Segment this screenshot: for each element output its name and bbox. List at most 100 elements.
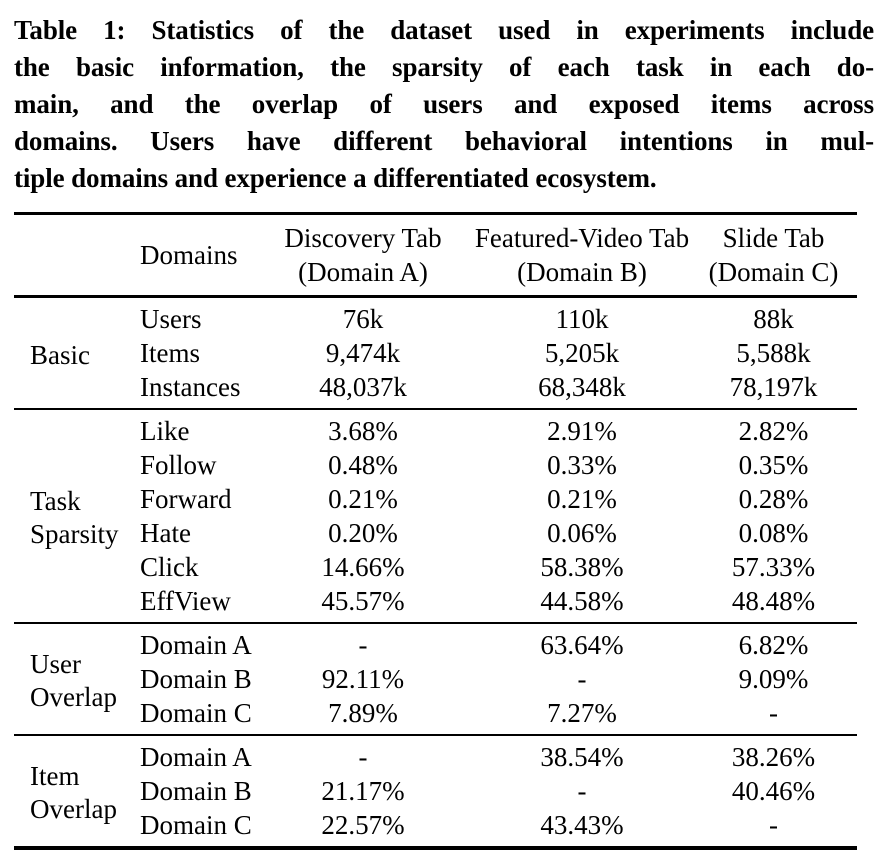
row-label: Instances — [140, 372, 241, 402]
value-cell: 5,205k — [544, 338, 620, 368]
value-cell: 2.82% — [738, 416, 809, 446]
value-cell: 48.48% — [731, 586, 816, 616]
table-row: Domain C 7.89% 7.27% - — [14, 696, 857, 735]
table-row: Click 14.66% 58.38% 57.33% — [14, 550, 857, 584]
section-item-overlap: Item Overlap Domain A - 38.54% 38.26% Do… — [14, 735, 857, 848]
table-row: Instances 48,037k 68,348k 78,197k — [14, 370, 857, 409]
header-col-domain-b-name: Featured-Video Tab — [474, 223, 690, 253]
value-cell: 2.91% — [547, 416, 617, 446]
value-cell: 9,474k — [325, 338, 401, 368]
section-user-overlap: User Overlap Domain A - 63.64% 6.82% Dom… — [14, 623, 857, 735]
value-cell: 0.35% — [738, 450, 809, 480]
value-cell: 110k — [555, 304, 609, 334]
value-cell: 6.82% — [738, 630, 809, 660]
caption-line-1: Table 1: Statistics of the dataset used … — [14, 15, 874, 45]
table-row: Follow 0.48% 0.33% 0.35% — [14, 448, 857, 482]
row-label: Users — [140, 304, 202, 334]
value-cell: 63.64% — [540, 630, 624, 660]
value-cell: 0.20% — [328, 518, 398, 548]
value-cell: 92.11% — [321, 664, 405, 694]
value-cell: 40.46% — [731, 776, 816, 806]
header-col-domain-c-name: Slide Tab — [722, 223, 825, 253]
caption-line-5: tiple domains and experience a different… — [14, 163, 657, 193]
group-label-item-overlap: Item Overlap — [30, 761, 117, 824]
table-row: EffView 45.57% 44.58% 48.48% — [14, 584, 857, 623]
row-label: Click — [140, 552, 199, 582]
value-cell: 43.43% — [540, 810, 624, 840]
value-cell: 76k — [342, 304, 384, 334]
table-row: Forward 0.21% 0.21% 0.28% — [14, 482, 857, 516]
caption-line-4: domains. Users have different behavioral… — [14, 126, 874, 156]
row-label: Items — [140, 338, 200, 368]
value-cell: 0.33% — [547, 450, 617, 480]
row-label: Like — [140, 416, 190, 446]
value-cell: 57.33% — [731, 552, 816, 582]
value-cell: - — [769, 698, 778, 728]
row-label: Domain B — [140, 664, 252, 694]
value-cell: 5,588k — [736, 338, 811, 368]
table-row: Items 9,474k 5,205k 5,588k — [14, 336, 857, 370]
value-cell: 38.54% — [540, 742, 624, 772]
header-col-domain-b-sub: (Domain B) — [517, 257, 647, 287]
table-row: Domain C 22.57% 43.43% - — [14, 808, 857, 848]
value-cell: 0.48% — [328, 450, 398, 480]
row-label: Domain C — [140, 698, 252, 728]
caption-line-3: main, and the overlap of users and expos… — [14, 89, 874, 119]
value-cell: - — [577, 664, 587, 694]
group-label-user-overlap: User Overlap — [30, 649, 117, 712]
value-cell: 0.08% — [738, 518, 809, 548]
value-cell: 68,348k — [538, 372, 626, 402]
value-cell: 0.21% — [328, 484, 398, 514]
value-cell: 58.38% — [540, 552, 624, 582]
value-cell: - — [769, 810, 778, 840]
group-label-basic: Basic — [30, 339, 90, 370]
header-domains-label: Domains — [140, 240, 238, 270]
header-empty-cell — [14, 214, 136, 297]
header-col-domain-a-name: Discovery Tab — [284, 223, 442, 253]
row-label: Domain A — [140, 630, 252, 660]
value-cell: 3.68% — [328, 416, 398, 446]
table-row: Hate 0.20% 0.06% 0.08% — [14, 516, 857, 550]
value-cell: 14.66% — [321, 552, 405, 582]
row-label: EffView — [140, 586, 231, 616]
value-cell: 22.57% — [321, 810, 405, 840]
table-row: Item Overlap Domain A - 38.54% 38.26% — [14, 735, 857, 824]
value-cell: 7.89% — [328, 698, 398, 728]
dataset-statistics-table: Domains Discovery Tab (Domain A) Feature… — [14, 212, 857, 850]
value-cell: 7.27% — [547, 698, 617, 728]
table-row: Basic Users 76k 110k 88k — [14, 297, 857, 370]
table-row: Domain B 21.17% - 40.46% — [14, 774, 857, 808]
value-cell: 78,197k — [729, 372, 818, 402]
value-cell: 9.09% — [738, 664, 809, 694]
header-col-domain-a: Discovery Tab (Domain A) — [252, 214, 474, 297]
row-label: Domain A — [140, 742, 252, 772]
value-cell: 44.58% — [540, 586, 624, 616]
section-basic: Basic Users 76k 110k 88k Items 9,474k 5,… — [14, 297, 857, 409]
row-label: Domain C — [140, 810, 252, 840]
value-cell: 88k — [753, 304, 794, 334]
row-label: Follow — [140, 450, 217, 480]
table-row: Domain B 92.11% - 9.09% — [14, 662, 857, 696]
row-label: Forward — [140, 484, 232, 514]
header-col-domain-a-sub: (Domain A) — [298, 257, 428, 287]
row-label: Domain B — [140, 776, 252, 806]
table-header: Domains Discovery Tab (Domain A) Feature… — [14, 214, 857, 297]
row-label: Hate — [140, 518, 191, 548]
value-cell: 48,037k — [319, 372, 407, 402]
value-cell: 0.28% — [738, 484, 809, 514]
value-cell: 38.26% — [731, 742, 816, 772]
group-label-task-sparsity: Task Sparsity — [30, 486, 119, 549]
value-cell: 45.57% — [321, 586, 405, 616]
section-task-sparsity: Task Sparsity Like 3.68% 2.91% 2.82% Fol… — [14, 409, 857, 623]
value-cell: - — [358, 742, 368, 772]
header-col-domain-b: Featured-Video Tab (Domain B) — [474, 214, 690, 297]
table-row: Task Sparsity Like 3.68% 2.91% 2.82% — [14, 409, 857, 549]
header-col-domain-c-sub: (Domain C) — [708, 257, 839, 287]
header-col-domain-c: Slide Tab (Domain C) — [690, 214, 857, 297]
value-cell: 0.21% — [547, 484, 617, 514]
caption-line-2: the basic information, the sparsity of e… — [14, 52, 874, 82]
value-cell: - — [358, 630, 368, 660]
value-cell: - — [577, 776, 587, 806]
table-caption: Table 1: Statistics of the dataset used … — [0, 0, 888, 197]
